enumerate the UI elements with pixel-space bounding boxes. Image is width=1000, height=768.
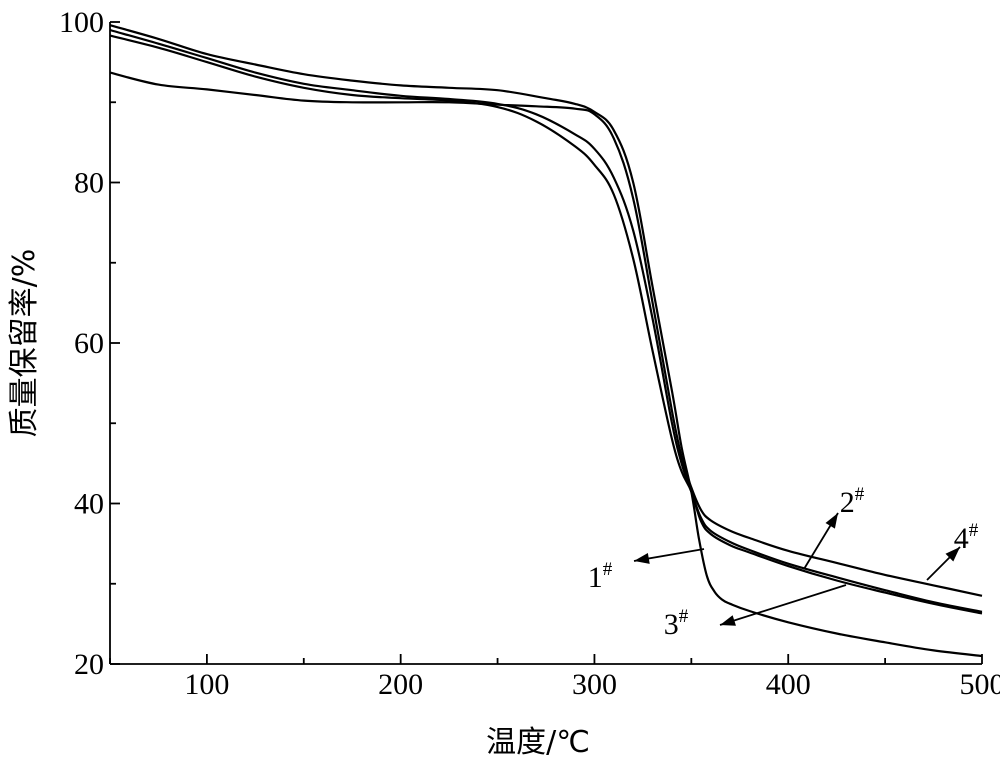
annotation-arrowhead-3: [720, 615, 736, 626]
x-tick-label: 300: [572, 668, 617, 701]
annotation-arrowhead-2: [825, 513, 838, 529]
y-tick-label: 80: [74, 167, 104, 200]
y-tick-label: 60: [74, 327, 104, 360]
series-line-1: [109, 24, 983, 658]
x-tick-label: 200: [378, 668, 423, 701]
series-line-4: [109, 71, 983, 597]
x-axis-title: 温度/℃: [486, 725, 590, 760]
annotation-number: 4: [954, 522, 969, 555]
annotation-superscript: #: [855, 484, 865, 505]
y-tick-label: 100: [59, 6, 104, 39]
x-axis-ticks: 100 200 300 400 500: [109, 654, 1000, 701]
annotation-layer: 1#2#3#4#: [588, 484, 979, 641]
annotation-arrowhead-1: [634, 553, 650, 564]
x-tick-label: 400: [766, 668, 811, 701]
y-axis-title: 质量保留率/%: [7, 249, 42, 438]
x-tick-label: 100: [184, 668, 229, 701]
y-tick-label: 20: [74, 648, 104, 681]
y-axis-ticks: 20 40 60 80 100: [59, 6, 120, 681]
annotation-superscript: #: [603, 559, 613, 580]
annotation-superscript: #: [679, 606, 689, 627]
y-tick-label: 40: [74, 488, 104, 521]
annotation-number: 1: [588, 561, 603, 594]
series-line-3: [109, 34, 983, 615]
series-layer: [109, 24, 983, 658]
annotation-label-3: 3#: [664, 606, 689, 641]
annotation-label-4: 4#: [954, 520, 979, 555]
annotation-arrow-3: [719, 584, 847, 626]
annotation-number: 2: [840, 486, 855, 519]
annotation-superscript: #: [969, 520, 979, 541]
x-tick-label: 500: [960, 668, 1000, 701]
annotation-arrowhead-4: [945, 547, 960, 562]
annotation-label-1: 1#: [588, 559, 613, 594]
annotation-label-2: 2#: [840, 484, 865, 519]
annotation-number: 3: [664, 608, 679, 641]
series-line-2: [109, 28, 983, 613]
